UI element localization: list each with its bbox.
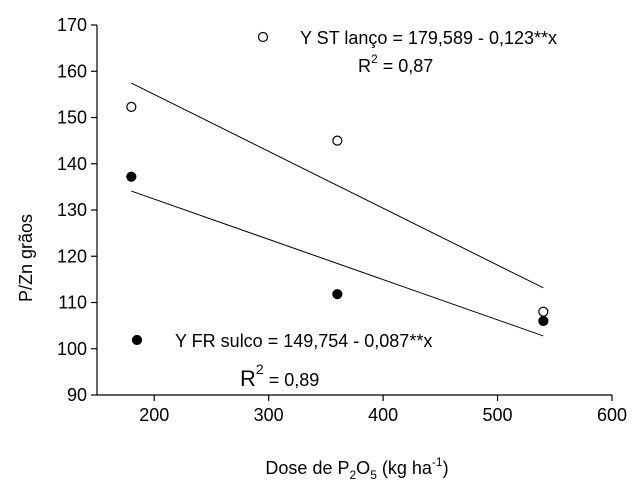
legend-marker-st-lanco [257, 31, 269, 43]
x-title-mid: O [356, 458, 370, 478]
y-tick-label: 100 [57, 339, 87, 359]
r2-fr-sulco: R2 = 0,89 [240, 361, 319, 391]
ticks: 90 100 110 120 130 140 150 160 170 200 300 400 500 60… [57, 15, 627, 425]
y-tick-label: 110 [58, 293, 87, 313]
data-point-1-0 [126, 171, 137, 182]
equation-st-lanco: Y ST lanço = 179,589 - 0,123**x [300, 28, 557, 48]
r2-sup-st-lanco: 2 [371, 52, 378, 66]
r2-value-fr-sulco: = 0,89 [264, 370, 320, 390]
x-tick-label: 500 [483, 405, 513, 425]
r2-st-lanco: R2 = 0,87 [358, 52, 433, 76]
data-point-1-1 [332, 289, 343, 300]
x-title-sub1: 2 [349, 468, 356, 480]
y-tick-label: 90 [67, 385, 87, 405]
x-tick-label: 300 [254, 405, 284, 425]
data-point-0-2 [538, 306, 549, 317]
fit-line-1 [131, 190, 544, 337]
legend-marker-fr-sulco [131, 334, 143, 346]
y-tick-label: 160 [57, 61, 87, 81]
data-point-1-2 [538, 315, 549, 327]
x-title-sub2: 5 [370, 468, 377, 480]
legend-st-lanco: Y ST lanço = 179,589 - 0,123**x R2 = 0,8… [257, 28, 557, 76]
y-tick-label: 120 [57, 246, 87, 266]
y-axis-title: P/Zn grãos [16, 214, 36, 302]
data-point-0-1 [332, 135, 343, 146]
y-tick-label: 140 [57, 154, 87, 174]
equation-fr-sulco: Y FR sulco = 149,754 - 0,087**x [175, 331, 432, 351]
x-tick-label: 600 [597, 405, 627, 425]
x-title-unit-open: (kg ha [377, 458, 433, 478]
trend-lines [131, 82, 544, 337]
r2-label-st-lanco: R [358, 56, 371, 76]
fit-line-0 [131, 82, 544, 289]
x-title-main: Dose de P [265, 458, 349, 478]
x-axis-title: Dose de P2O5 (kg ha-1) [265, 455, 448, 480]
x-title-unit-close: ) [443, 458, 449, 478]
r2-label-fr-sulco: R [240, 366, 256, 391]
legend-fr-sulco: Y FR sulco = 149,754 - 0,087**x R2 = 0,8… [131, 331, 432, 391]
r2-value-st-lanco: = 0,87 [378, 56, 434, 76]
y-tick-label: 150 [57, 108, 87, 128]
y-tick-label: 130 [57, 200, 87, 220]
r2-sup-fr-sulco: 2 [256, 361, 264, 377]
data-points [126, 101, 549, 327]
x-title-sup: -1 [432, 455, 443, 469]
y-tick-label: 170 [57, 15, 87, 35]
x-tick-label: 400 [368, 405, 398, 425]
x-tick-label: 200 [139, 405, 169, 425]
data-point-0-0 [126, 101, 137, 112]
